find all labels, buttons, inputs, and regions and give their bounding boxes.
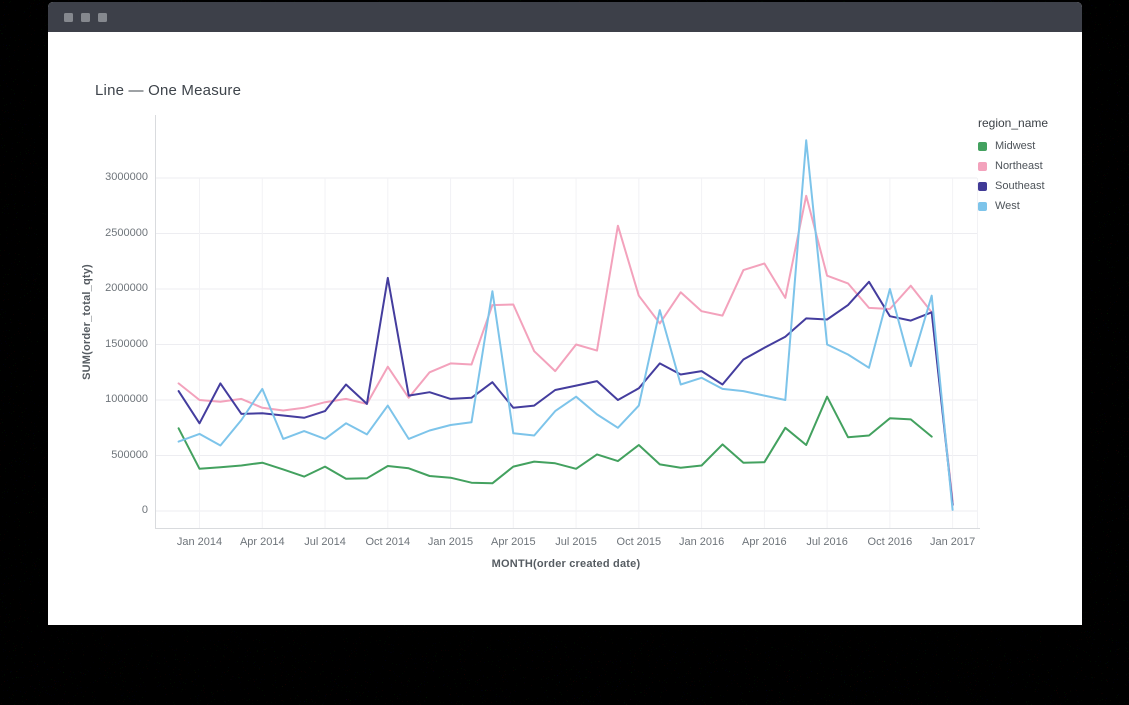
y-tick-label: 500000: [78, 449, 148, 461]
x-tick-label: Oct 2016: [868, 536, 913, 548]
y-tick-label: 3000000: [78, 171, 148, 183]
window-control-dot[interactable]: [64, 13, 73, 22]
y-tick-label: 2500000: [78, 227, 148, 239]
legend-item-northeast[interactable]: Northeast: [978, 160, 1048, 172]
legend-swatch-icon: [978, 182, 987, 191]
window-control-dot[interactable]: [98, 13, 107, 22]
legend-item-southeast[interactable]: Southeast: [978, 180, 1048, 192]
legend-swatch-icon: [978, 202, 987, 211]
legend-label: Southeast: [995, 180, 1045, 192]
x-tick-label: Apr 2016: [742, 536, 787, 548]
x-axis-title: MONTH(order created date): [492, 558, 641, 570]
legend-item-midwest[interactable]: Midwest: [978, 140, 1048, 152]
x-tick-label: Jan 2015: [428, 536, 473, 548]
legend-swatch-icon: [978, 142, 987, 151]
plot-area: [155, 115, 980, 529]
chart-title: Line — One Measure: [95, 82, 241, 99]
x-tick-label: Oct 2014: [365, 536, 410, 548]
line-chart: [155, 115, 980, 529]
x-tick-label: Jan 2017: [930, 536, 975, 548]
window-control-dot[interactable]: [81, 13, 90, 22]
x-tick-label: Jan 2014: [177, 536, 222, 548]
legend-label: Midwest: [995, 140, 1035, 152]
window-titlebar: [48, 2, 1082, 32]
y-tick-label: 0: [78, 504, 148, 516]
y-tick-label: 1500000: [78, 338, 148, 350]
app-window: Line — One Measure SUM(order_total_qty) …: [48, 2, 1082, 625]
y-tick-label: 2000000: [78, 282, 148, 294]
legend-swatch-icon: [978, 162, 987, 171]
x-tick-label: Jul 2015: [555, 536, 597, 548]
legend: region_name Midwest Northeast Southeast Wes…: [978, 116, 1048, 220]
legend-item-west[interactable]: West: [978, 200, 1048, 212]
x-tick-label: Jul 2016: [806, 536, 848, 548]
y-tick-label: 1000000: [78, 393, 148, 405]
x-tick-label: Oct 2015: [617, 536, 662, 548]
legend-title: region_name: [978, 116, 1048, 130]
legend-label: Northeast: [995, 160, 1043, 172]
series-line-southeast[interactable]: [179, 278, 953, 505]
x-tick-label: Apr 2014: [240, 536, 285, 548]
x-tick-label: Apr 2015: [491, 536, 536, 548]
legend-label: West: [995, 200, 1020, 212]
x-tick-label: Jan 2016: [679, 536, 724, 548]
series-line-west[interactable]: [179, 140, 953, 510]
x-tick-label: Jul 2014: [304, 536, 346, 548]
